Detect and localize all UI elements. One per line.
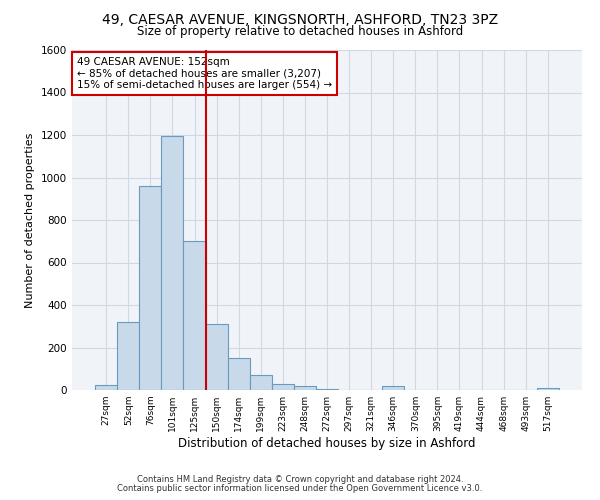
Text: Contains HM Land Registry data © Crown copyright and database right 2024.: Contains HM Land Registry data © Crown c…: [137, 475, 463, 484]
Bar: [272, 384, 294, 390]
Text: 49 CAESAR AVENUE: 152sqm
← 85% of detached houses are smaller (3,207)
15% of sem: 49 CAESAR AVENUE: 152sqm ← 85% of detach…: [77, 57, 332, 90]
Bar: [161, 136, 184, 390]
Bar: [250, 375, 272, 390]
Bar: [294, 386, 316, 390]
Bar: [117, 322, 139, 390]
Text: Contains public sector information licensed under the Open Government Licence v3: Contains public sector information licen…: [118, 484, 482, 493]
Bar: [227, 358, 250, 390]
Bar: [382, 386, 404, 390]
Text: Size of property relative to detached houses in Ashford: Size of property relative to detached ho…: [137, 25, 463, 38]
Y-axis label: Number of detached properties: Number of detached properties: [25, 132, 35, 308]
Bar: [139, 186, 161, 390]
Text: 49, CAESAR AVENUE, KINGSNORTH, ASHFORD, TN23 3PZ: 49, CAESAR AVENUE, KINGSNORTH, ASHFORD, …: [102, 12, 498, 26]
Bar: [537, 388, 559, 390]
Bar: [95, 384, 117, 390]
Bar: [206, 324, 227, 390]
X-axis label: Distribution of detached houses by size in Ashford: Distribution of detached houses by size …: [178, 437, 476, 450]
Bar: [316, 389, 338, 390]
Bar: [184, 242, 206, 390]
